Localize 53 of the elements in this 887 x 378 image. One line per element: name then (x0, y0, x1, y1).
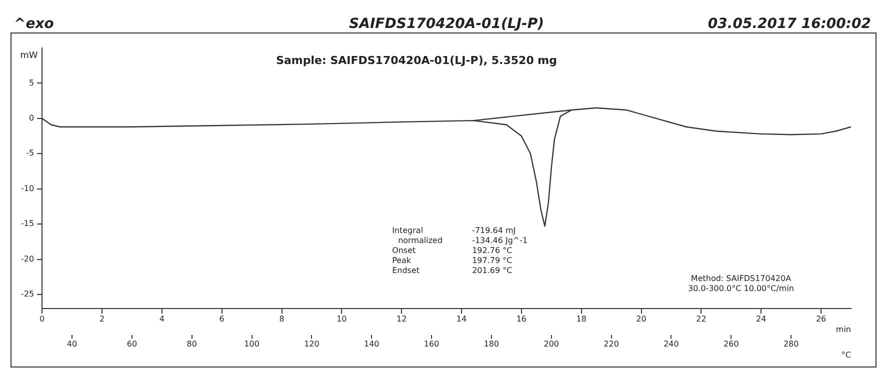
x-tick-label: 22 (696, 314, 706, 324)
y-tick-label: 0 (28, 114, 34, 123)
x-tick-label: 14 (456, 314, 467, 324)
annotation: normalized (398, 236, 443, 245)
annotation: Onset (392, 246, 416, 255)
x-tick-label: 8 (279, 314, 284, 324)
x2-tick-label: 100 (244, 340, 260, 349)
x2-tick-label: 220 (604, 340, 619, 349)
x2-tick-label: 160 (424, 340, 440, 349)
x-tick-label: 24 (756, 314, 766, 324)
x-tick-label: 10 (336, 314, 347, 324)
annotation: 197.79 °C (472, 256, 513, 265)
x-tick-label: 6 (219, 314, 224, 324)
x2-axis-title: °C (841, 350, 852, 360)
y-tick-label: 5 (28, 78, 34, 88)
annotation: -134.46 Jg^-1 (472, 236, 528, 245)
x-axis-title: min (836, 325, 851, 334)
x-tick-label: 12 (396, 314, 407, 324)
x2-tick-label: 180 (484, 340, 500, 349)
x2-tick-label: 40 (66, 340, 78, 349)
x2-tick-label: 240 (664, 340, 679, 349)
annotation: Method: SAIFDS170420A (690, 274, 792, 283)
annotation: 192.76 °C (472, 246, 513, 255)
annotation: Endset (392, 266, 420, 275)
x-tick-label: 4 (159, 314, 164, 324)
x2-tick-label: 140 (364, 340, 380, 349)
y-tick-label: -10 (20, 184, 34, 193)
x-tick-label: 0 (40, 314, 45, 324)
text: ^exo (14, 16, 54, 32)
x2-tick-label: 60 (126, 340, 138, 349)
x-tick-label: 18 (576, 314, 586, 324)
x2-tick-label: 260 (724, 340, 739, 349)
text: Sample: SAIFDS170420A-01(LJ-P), 5.3520 mg (276, 54, 558, 67)
annotation: Integral (392, 226, 424, 235)
x-tick-label: 20 (636, 314, 646, 324)
annotation: -719.64 mJ (472, 226, 516, 235)
x-tick-label: 16 (516, 314, 527, 324)
y-tick-label: -5 (26, 148, 34, 158)
x2-tick-label: 280 (783, 340, 799, 349)
annotation: 201.69 °C (472, 266, 513, 275)
y-tick-label: -15 (20, 219, 34, 228)
x-tick-label: 26 (816, 314, 826, 324)
x-tick-label: 2 (99, 314, 105, 324)
y-tick-label: -25 (20, 290, 34, 299)
text: 03.05.2017 16:00:02 (708, 16, 871, 32)
y-tick-label: -20 (20, 254, 34, 264)
x2-tick-label: 200 (544, 340, 560, 349)
y-axis-title: mW (20, 51, 38, 61)
annotation: Peak (392, 256, 412, 265)
chart-title: SAIFDS170420A-01(LJ-P) (349, 16, 544, 32)
x2-tick-label: 80 (186, 340, 197, 349)
annotation: 30.0-300.0°C 10.00°C/min (688, 284, 794, 293)
x2-tick-label: 120 (304, 340, 320, 349)
